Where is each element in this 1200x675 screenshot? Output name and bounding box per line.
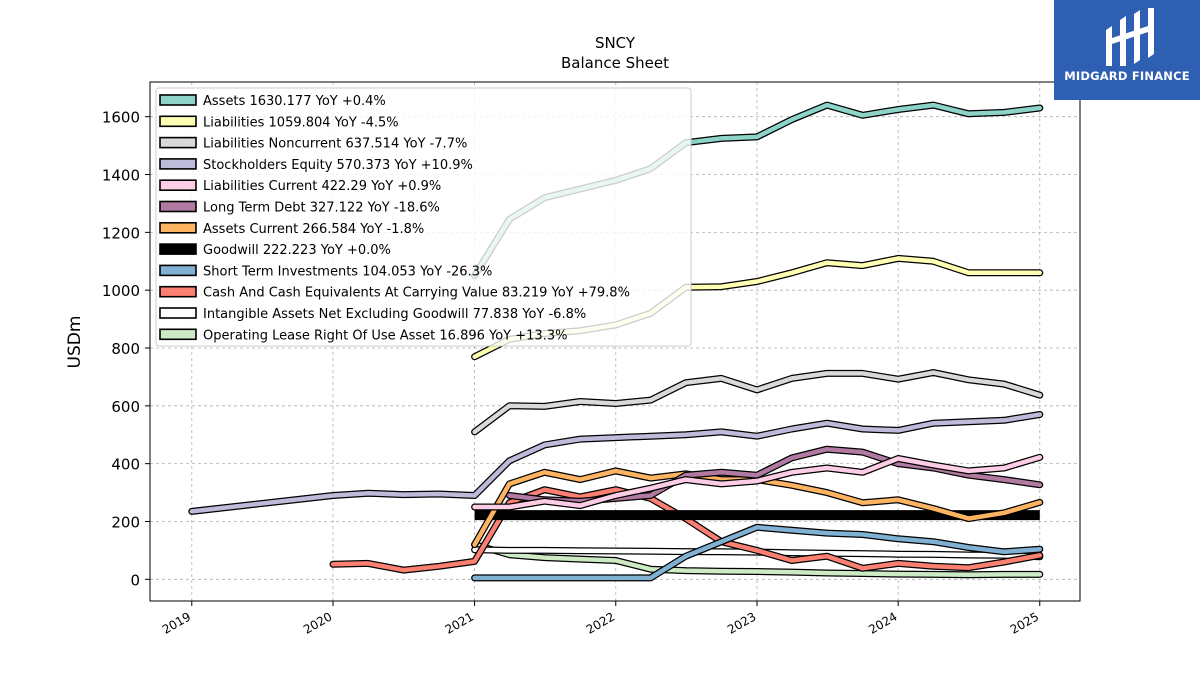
legend-label: Assets 1630.177 YoY +0.4% <box>203 94 386 109</box>
series-line <box>189 412 1043 514</box>
legend-swatch <box>159 264 197 277</box>
legend-swatch <box>159 200 197 213</box>
series-line <box>472 455 1043 510</box>
legend-swatch <box>159 243 197 255</box>
legend-swatch <box>159 285 197 298</box>
x-axis: 2019 2020 2021 2022 2023 2024 2025 <box>160 601 1041 637</box>
chart-title: SNCY <box>595 34 636 52</box>
legend-label: Stockholders Equity 570.373 YoY +10.9% <box>203 158 473 173</box>
series-operating-lease-right-of-use-asset <box>471 541 1044 579</box>
legend-label: Goodwill 222.223 YoY +0.0% <box>203 243 391 258</box>
y-axis-label: USDm <box>65 316 85 369</box>
series-short-term-investments <box>471 523 1044 582</box>
legend-swatch <box>159 328 197 341</box>
legend-label: Liabilities Current 422.29 YoY +0.9% <box>203 179 441 194</box>
y-tick-label: 800 <box>111 340 140 358</box>
legend-swatch <box>159 307 197 319</box>
legend-label: Short Term Investments 104.053 YoY -26.3… <box>203 264 492 279</box>
x-tick-label: 2020 <box>301 609 334 636</box>
legend-label: Assets Current 266.584 YoY -1.8% <box>203 222 424 237</box>
legend-label: Liabilities 1059.804 YoY -4.5% <box>203 115 399 130</box>
x-tick-label: 2023 <box>725 609 758 636</box>
brand-name: MIDGARD FINANCE <box>1064 69 1190 83</box>
legend-swatch <box>159 136 197 149</box>
legend-swatch <box>159 115 197 128</box>
y-tick-label: 1600 <box>102 109 140 127</box>
y-tick-label: 0 <box>130 571 140 589</box>
legend-label: Operating Lease Right Of Use Asset 16.89… <box>203 328 567 343</box>
y-tick-label: 1400 <box>102 167 140 185</box>
series-lines <box>188 101 1044 582</box>
legend-label: Long Term Debt 327.122 YoY -18.6% <box>203 201 440 216</box>
x-tick-label: 2019 <box>160 609 193 636</box>
x-tick-label: 2022 <box>584 609 617 636</box>
series-line <box>472 542 1043 577</box>
midgard-finance-logo: MIDGARD FINANCE <box>1054 0 1200 100</box>
logo-mark-icon <box>1106 8 1154 66</box>
y-tick-label: 1000 <box>102 282 140 300</box>
series-liabilities-current <box>471 453 1044 511</box>
series-liabilities-noncurrent <box>471 369 1044 436</box>
series-stockholders-equity <box>188 411 1044 515</box>
legend: Assets 1630.177 YoY +0.4% Liabilities 105… <box>155 87 692 347</box>
y-tick-label: 600 <box>111 398 140 416</box>
chart-subtitle: Balance Sheet <box>561 54 669 72</box>
legend-label: Liabilities Noncurrent 637.514 YoY -7.7% <box>203 137 467 152</box>
y-tick-label: 400 <box>111 456 140 474</box>
series-line <box>472 370 1043 435</box>
x-tick-label: 2021 <box>443 609 476 636</box>
legend-swatch <box>159 222 197 234</box>
legend-label: Cash And Cash Equivalents At Carrying Va… <box>203 286 630 301</box>
x-tick-label: 2024 <box>866 609 899 636</box>
y-tick-label: 200 <box>111 513 140 531</box>
series-line <box>472 525 1043 581</box>
legend-label: Intangible Assets Net Excluding Goodwill… <box>203 307 586 322</box>
plot-frame <box>149 81 1081 602</box>
y-axis: 0 200 400 600 800 1000 1200 1400 1600 <box>102 109 150 589</box>
legend-swatch <box>159 158 197 170</box>
x-tick-label: 2025 <box>1008 609 1041 636</box>
y-tick-label: 1200 <box>102 224 140 242</box>
legend-box <box>155 87 692 347</box>
legend-swatch <box>159 94 197 106</box>
legend-swatch <box>159 179 197 191</box>
